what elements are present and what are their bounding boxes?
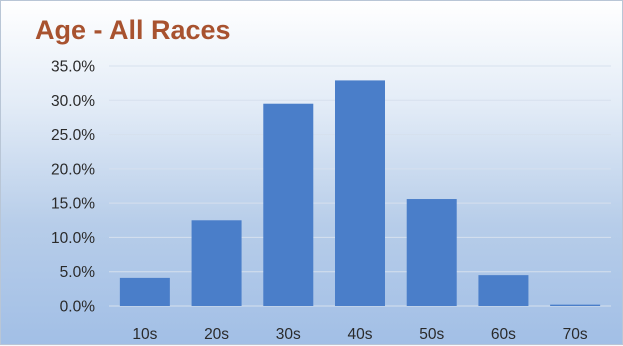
bar-70s xyxy=(550,304,601,306)
x-axis-tick-labels: 10s 20s 30s 40s 50s 60s 70s xyxy=(132,326,588,343)
bar-30s xyxy=(263,103,314,306)
bar-50s xyxy=(406,199,457,306)
y-tick-label: 30.0% xyxy=(51,93,95,110)
y-tick-label: 15.0% xyxy=(51,196,95,213)
x-tick-label: 70s xyxy=(563,326,588,343)
chart-title: Age - All Races xyxy=(35,15,231,45)
bar-60s xyxy=(478,275,529,306)
bar-40s xyxy=(335,80,385,307)
y-tick-label: 10.0% xyxy=(51,230,95,247)
bar-20s xyxy=(191,220,242,306)
y-axis-tick-labels: 0.0% 5.0% 10.0% 15.0% 20.0% 25.0% 30.0% 35.0% xyxy=(51,59,95,316)
bars xyxy=(119,80,601,307)
y-tick-label: 5.0% xyxy=(60,264,96,281)
x-tick-label: 40s xyxy=(348,326,373,343)
x-tick-label: 50s xyxy=(419,326,444,343)
y-tick-label: 20.0% xyxy=(51,161,95,178)
y-tick-label: 25.0% xyxy=(51,127,95,144)
x-tick-label: 20s xyxy=(204,326,229,343)
y-tick-label: 35.0% xyxy=(51,59,95,76)
y-tick-label: 0.0% xyxy=(60,299,96,316)
bar-10s xyxy=(119,277,170,306)
x-tick-label: 10s xyxy=(132,326,157,343)
x-tick-label: 30s xyxy=(276,326,301,343)
x-tick-label: 60s xyxy=(491,326,516,343)
